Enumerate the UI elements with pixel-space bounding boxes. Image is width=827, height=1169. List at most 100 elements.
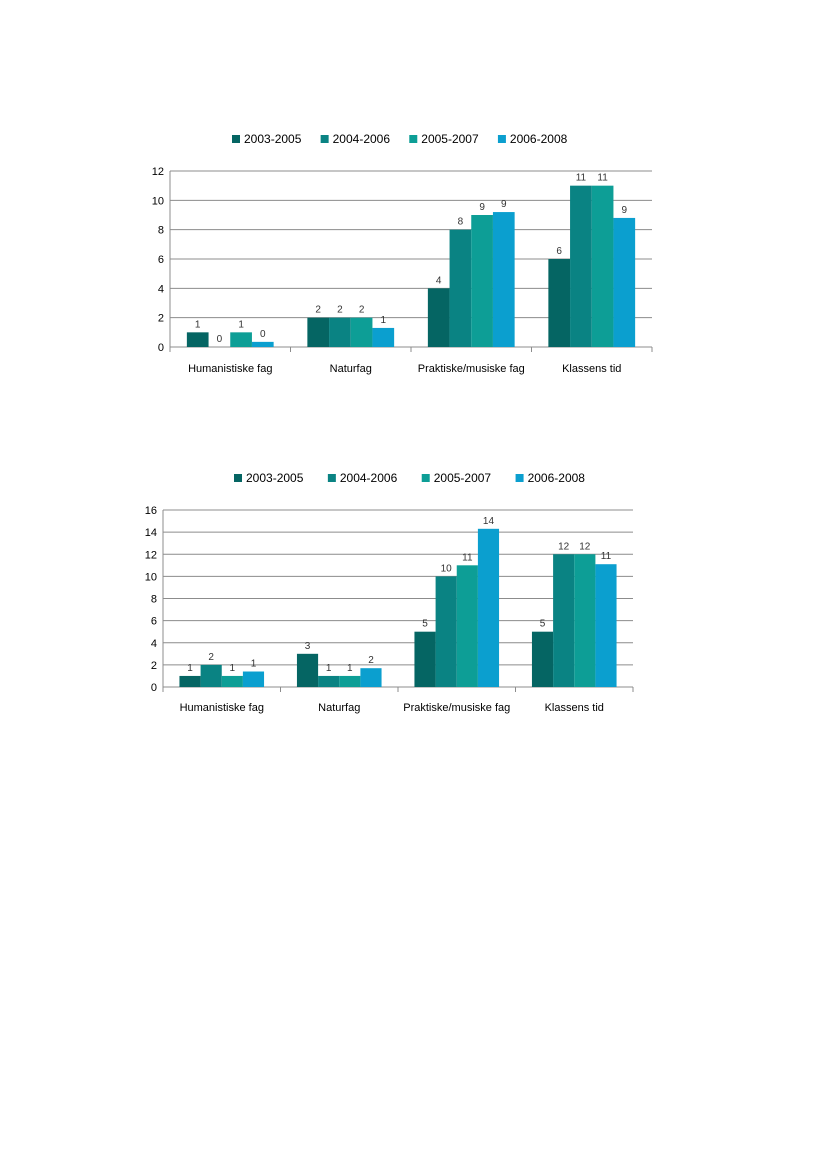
data-label: 10 bbox=[441, 563, 453, 574]
bar bbox=[531, 631, 554, 687]
data-label: 8 bbox=[458, 217, 464, 228]
legend-item: 2006-2008 bbox=[497, 132, 568, 146]
data-label: 1 bbox=[230, 663, 236, 674]
bar bbox=[414, 631, 436, 687]
legend-item: 2005-2007 bbox=[409, 132, 479, 146]
data-label: 6 bbox=[556, 246, 562, 257]
data-label: 1 bbox=[347, 663, 353, 674]
bars bbox=[186, 185, 636, 347]
x-tick-label: Naturfag bbox=[318, 702, 360, 714]
data-label: 9 bbox=[501, 199, 507, 210]
bar bbox=[574, 554, 596, 687]
bars bbox=[179, 528, 617, 687]
chart-1-svg: 2003-2005 2004-2006 2005-2007 2006-2008 0 2 4 6… bbox=[152, 132, 653, 375]
legend-item: 2003-2005 bbox=[234, 471, 304, 485]
data-label: 11 bbox=[576, 173, 587, 184]
data-label: 1 bbox=[187, 663, 193, 674]
data-label: 1 bbox=[251, 659, 257, 670]
legend-label: 2003-2005 bbox=[244, 132, 302, 146]
data-label: 1 bbox=[238, 319, 244, 330]
legend-swatch bbox=[234, 474, 242, 482]
y-tick-label: 12 bbox=[145, 549, 157, 561]
data-label: 12 bbox=[558, 541, 570, 552]
legend-swatch bbox=[515, 474, 524, 482]
data-label: 11 bbox=[462, 552, 473, 563]
y-tick-label: 6 bbox=[151, 616, 157, 628]
legend-label: 2004-2006 bbox=[340, 471, 398, 485]
bar bbox=[456, 565, 478, 687]
bar bbox=[477, 528, 500, 687]
bar bbox=[435, 576, 457, 687]
legend-swatch bbox=[327, 474, 336, 482]
legend-item: 2005-2007 bbox=[421, 471, 492, 485]
data-label: 5 bbox=[422, 619, 428, 630]
data-label: 1 bbox=[381, 315, 387, 326]
bar bbox=[251, 341, 274, 347]
legend-label: 2003-2005 bbox=[246, 471, 304, 485]
data-label: 3 bbox=[305, 641, 311, 652]
x-tick-label: Praktiske/musiske fag bbox=[418, 363, 525, 375]
data-label: 11 bbox=[597, 173, 608, 184]
data-label: 0 bbox=[217, 334, 223, 345]
bar bbox=[307, 317, 330, 347]
bar bbox=[570, 185, 592, 347]
y-tick-label: 10 bbox=[145, 571, 157, 583]
bar bbox=[339, 675, 361, 687]
legend-label: 2004-2006 bbox=[333, 132, 391, 146]
y-tick-label: 8 bbox=[158, 225, 164, 237]
y-tick-label: 2 bbox=[151, 660, 157, 672]
data-label: 2 bbox=[359, 305, 365, 316]
bar bbox=[372, 327, 395, 347]
y-tick-label: 2 bbox=[158, 313, 164, 325]
bar bbox=[230, 332, 252, 347]
y-tick-label: 10 bbox=[152, 195, 164, 207]
legend-label: 2006-2008 bbox=[510, 132, 568, 146]
legend-swatch bbox=[320, 135, 329, 143]
bar bbox=[492, 212, 515, 347]
chart-2: 2003-2005 2004-2006 2005-2007 2006-2008 0 2 4 6… bbox=[0, 465, 827, 725]
x-tick-label: Praktiske/musiske fag bbox=[403, 702, 510, 714]
data-label: 11 bbox=[601, 551, 612, 562]
data-label: 14 bbox=[483, 516, 495, 527]
data-label: 2 bbox=[368, 655, 374, 666]
data-label: 0 bbox=[260, 329, 266, 340]
legend-label: 2006-2008 bbox=[528, 471, 586, 485]
y-tick-label: 4 bbox=[151, 638, 157, 650]
legend-label: 2005-2007 bbox=[421, 132, 479, 146]
x-tick-label: Naturfag bbox=[330, 363, 372, 375]
data-label: 1 bbox=[326, 663, 332, 674]
data-label: 1 bbox=[195, 319, 201, 330]
bar bbox=[350, 317, 373, 347]
y-tick-label: 14 bbox=[145, 527, 157, 539]
y-tick-label: 4 bbox=[158, 283, 164, 295]
data-label: 2 bbox=[337, 305, 343, 316]
bar bbox=[200, 664, 222, 687]
legend: 2003-2005 2004-2006 2005-2007 2006-2008 bbox=[234, 471, 585, 485]
y-tick-label: 6 bbox=[158, 254, 164, 266]
bar bbox=[242, 671, 265, 687]
data-label: 12 bbox=[579, 541, 591, 552]
chart-1: 2003-2005 2004-2006 2005-2007 2006-2008 0 2 4 6… bbox=[0, 125, 827, 385]
x-axis: Humanistiske fag Naturfag Praktiske/musisk… bbox=[169, 347, 653, 375]
bar bbox=[471, 215, 493, 347]
bar bbox=[427, 288, 450, 347]
legend: 2003-2005 2004-2006 2005-2007 2006-2008 bbox=[232, 132, 568, 146]
chart-2-svg: 2003-2005 2004-2006 2005-2007 2006-2008 0 2 4 6… bbox=[145, 471, 634, 714]
legend-swatch bbox=[497, 135, 506, 143]
x-tick-label: Klassens tid bbox=[545, 702, 604, 714]
legend-swatch bbox=[421, 474, 430, 482]
y-tick-label: 16 bbox=[145, 505, 157, 517]
legend-label: 2005-2007 bbox=[434, 471, 492, 485]
x-tick-label: Humanistiske fag bbox=[188, 363, 272, 375]
bar bbox=[329, 317, 351, 347]
legend-item: 2004-2006 bbox=[320, 132, 391, 146]
x-tick-label: Humanistiske fag bbox=[180, 702, 264, 714]
bar bbox=[613, 217, 636, 347]
y-tick-label: 12 bbox=[152, 166, 164, 178]
x-tick-label: Klassens tid bbox=[562, 363, 621, 375]
bar bbox=[360, 668, 382, 687]
y-tick-label: 0 bbox=[158, 342, 164, 354]
bar bbox=[296, 653, 319, 687]
data-label: 9 bbox=[622, 205, 628, 216]
legend-swatch bbox=[409, 135, 418, 143]
